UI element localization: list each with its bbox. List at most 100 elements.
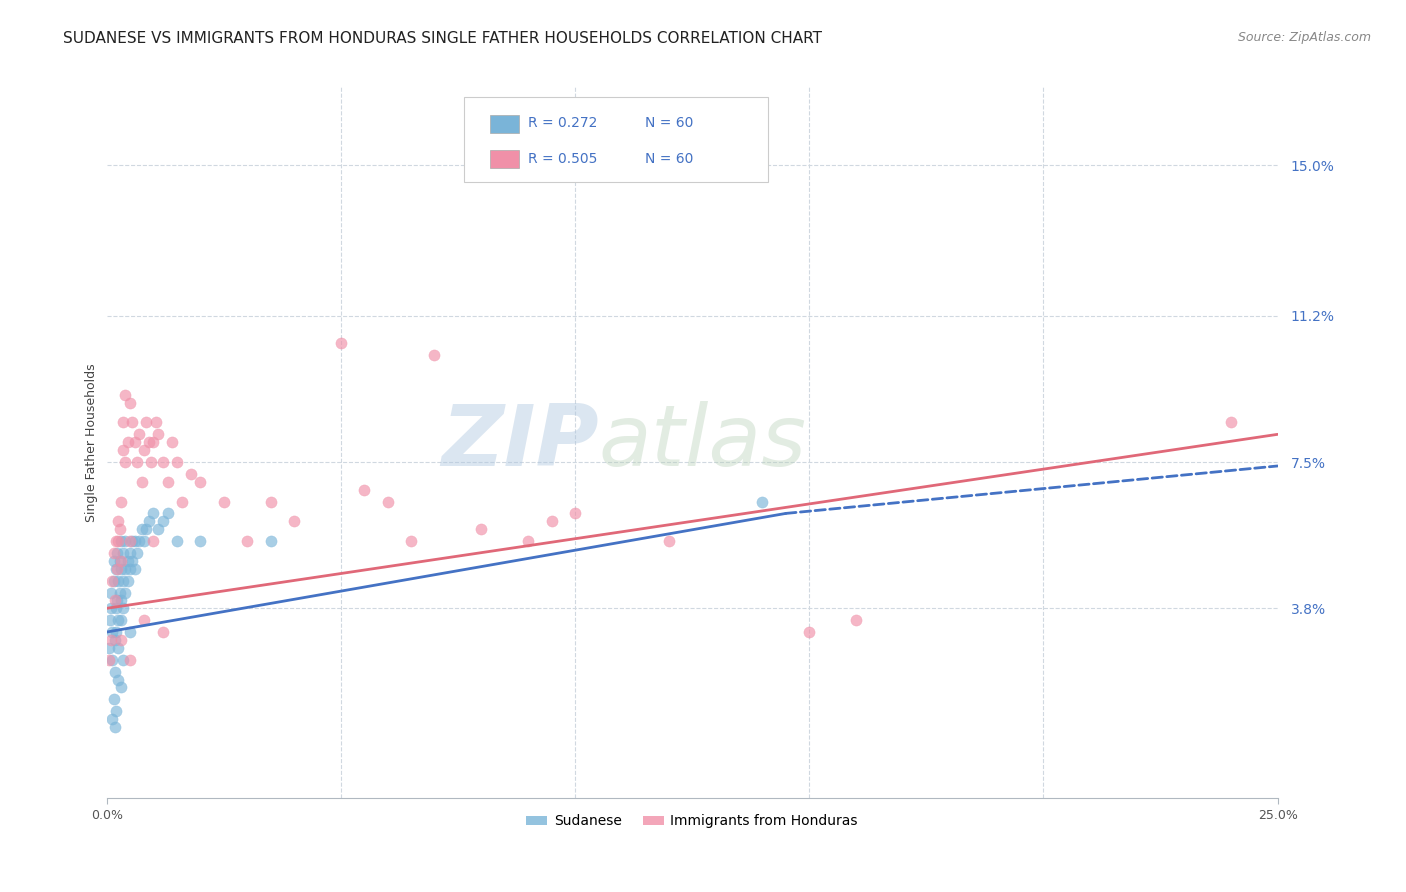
Point <box>156 475 179 489</box>
Point <box>105 562 128 576</box>
Point <box>118 395 141 409</box>
Point <box>142 435 165 450</box>
Point <box>105 625 128 640</box>
Point <box>139 455 162 469</box>
Point <box>283 514 305 528</box>
Point <box>128 534 150 549</box>
Point <box>98 640 121 655</box>
Point <box>152 625 174 640</box>
Point <box>108 554 131 568</box>
Point <box>142 534 165 549</box>
Point <box>105 704 128 718</box>
Point <box>236 534 259 549</box>
Point <box>166 455 188 469</box>
Point <box>399 534 422 549</box>
Point <box>110 632 132 647</box>
Point <box>152 514 174 528</box>
Point <box>105 534 128 549</box>
Point <box>112 653 135 667</box>
Point <box>105 562 128 576</box>
Point <box>121 534 143 549</box>
Point <box>112 416 135 430</box>
Point <box>135 416 157 430</box>
Text: atlas: atlas <box>599 401 807 483</box>
Point <box>142 507 165 521</box>
Point <box>114 585 136 599</box>
Point <box>103 574 125 588</box>
Point <box>132 443 155 458</box>
Point <box>100 585 122 599</box>
Point <box>107 574 129 588</box>
Point <box>98 653 121 667</box>
Point <box>470 522 492 536</box>
Point <box>104 632 127 647</box>
Point <box>125 455 148 469</box>
Point <box>112 601 135 615</box>
Point <box>377 494 399 508</box>
Point <box>112 546 135 560</box>
Point <box>104 593 127 607</box>
Point <box>105 546 128 560</box>
Point <box>110 534 132 549</box>
Point <box>117 554 139 568</box>
Point <box>125 546 148 560</box>
Point <box>112 443 135 458</box>
Text: N = 60: N = 60 <box>645 152 693 166</box>
Point <box>101 653 124 667</box>
Point <box>108 522 131 536</box>
Point <box>145 416 167 430</box>
FancyBboxPatch shape <box>489 151 519 169</box>
Point <box>100 632 122 647</box>
Point <box>156 507 179 521</box>
Point <box>166 534 188 549</box>
Point <box>212 494 235 508</box>
Point <box>110 494 132 508</box>
Point <box>160 435 183 450</box>
Point <box>118 534 141 549</box>
Text: N = 60: N = 60 <box>645 116 693 130</box>
Point <box>110 554 132 568</box>
Point <box>124 435 146 450</box>
Point <box>114 388 136 402</box>
Point <box>121 416 143 430</box>
FancyBboxPatch shape <box>464 97 768 183</box>
Text: R = 0.272: R = 0.272 <box>529 116 598 130</box>
Point <box>105 593 128 607</box>
Point <box>110 613 132 627</box>
Point <box>105 601 128 615</box>
Point <box>132 534 155 549</box>
Text: Source: ZipAtlas.com: Source: ZipAtlas.com <box>1237 31 1371 45</box>
Point <box>188 534 211 549</box>
Point <box>100 601 122 615</box>
Point <box>138 514 160 528</box>
Point <box>101 625 124 640</box>
Point <box>353 483 375 497</box>
Text: SUDANESE VS IMMIGRANTS FROM HONDURAS SINGLE FATHER HOUSEHOLDS CORRELATION CHART: SUDANESE VS IMMIGRANTS FROM HONDURAS SIN… <box>63 31 823 46</box>
Point <box>101 712 124 726</box>
Point <box>112 574 135 588</box>
Point <box>188 475 211 489</box>
Point <box>114 562 136 576</box>
Point <box>180 467 202 481</box>
Point <box>121 554 143 568</box>
Point <box>101 574 124 588</box>
Point <box>107 534 129 549</box>
Point <box>135 522 157 536</box>
Point <box>100 613 122 627</box>
Text: ZIP: ZIP <box>441 401 599 483</box>
Point <box>117 435 139 450</box>
Point <box>117 574 139 588</box>
Point <box>108 585 131 599</box>
Point <box>118 562 141 576</box>
Point <box>107 613 129 627</box>
Point <box>658 534 681 549</box>
Point <box>131 522 153 536</box>
Point <box>259 534 281 549</box>
Point <box>799 625 821 640</box>
Point <box>152 455 174 469</box>
Point <box>110 562 132 576</box>
Legend: Sudanese, Immigrants from Honduras: Sudanese, Immigrants from Honduras <box>520 809 863 834</box>
Point <box>1219 416 1241 430</box>
Point <box>423 348 446 362</box>
Text: R = 0.505: R = 0.505 <box>529 152 598 166</box>
